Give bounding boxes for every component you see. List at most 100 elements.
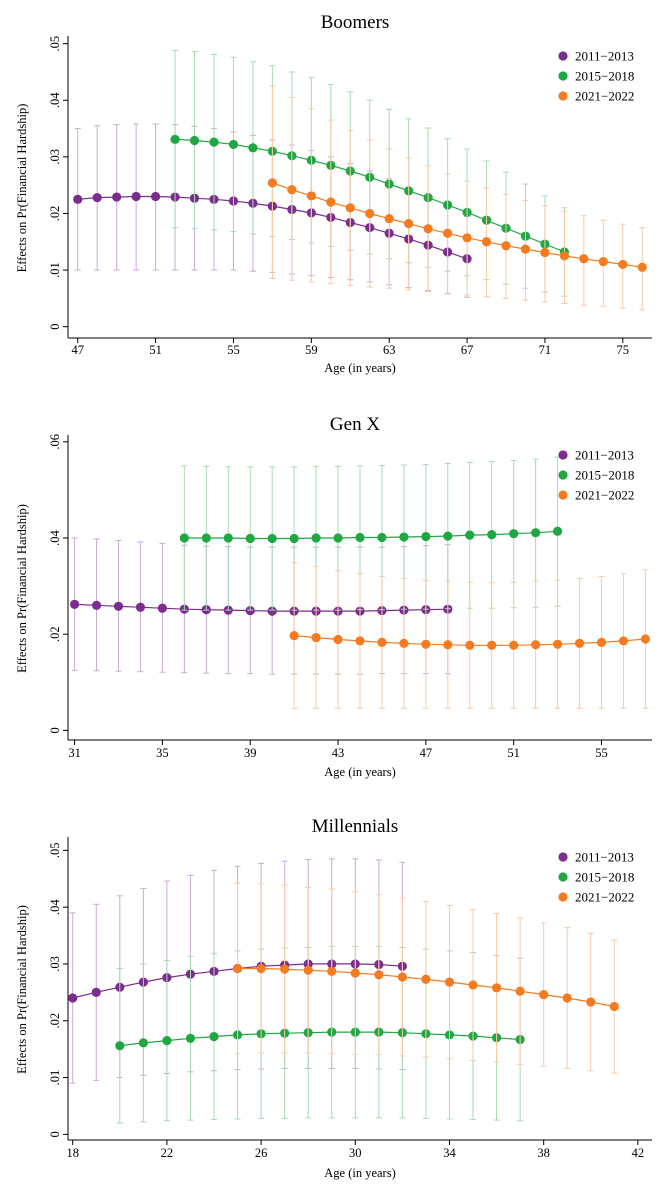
data-point <box>421 531 431 542</box>
data-point <box>112 192 122 202</box>
data-point <box>355 636 365 646</box>
y-tick-label: .01 <box>48 262 62 278</box>
data-point <box>303 965 313 975</box>
data-point <box>618 636 629 646</box>
series-group <box>232 882 619 1074</box>
x-tick-label: 47 <box>71 343 84 357</box>
data-point <box>289 631 299 641</box>
data-point <box>501 241 511 251</box>
x-tick-label: 75 <box>617 343 630 357</box>
data-point <box>487 530 497 540</box>
data-point <box>256 963 266 974</box>
data-point <box>68 993 78 1003</box>
data-point <box>462 233 472 243</box>
data-point <box>404 219 414 229</box>
chart-panel: Boomers 0 .01 .02 .03 .04 .05 47 51 55 59 63 67 71 75 A… <box>15 12 652 375</box>
legend-marker <box>558 852 568 862</box>
data-point <box>170 134 180 144</box>
chart-panel: Millennials 0 .01 .02 .03 .04 .05 18 22 26 30 34 38 4… <box>15 816 652 1180</box>
y-tick-label: .04 <box>48 529 62 545</box>
x-tick-label: 22 <box>161 1146 174 1160</box>
data-point <box>540 247 550 258</box>
x-tick-label: 43 <box>332 746 345 760</box>
x-tick-label: 51 <box>507 746 520 760</box>
data-point <box>69 599 80 609</box>
data-point <box>491 983 502 993</box>
data-point <box>609 1001 619 1012</box>
legend-label: 2011−2013 <box>575 49 634 64</box>
data-point <box>326 197 336 207</box>
data-point <box>586 997 596 1007</box>
data-point <box>131 191 141 202</box>
data-point <box>179 533 189 543</box>
legend-label: 2021−2022 <box>575 890 634 905</box>
y-axis-label: Effects on Pr(Financial Hardship) <box>15 504 29 673</box>
data-point <box>531 640 541 650</box>
x-tick-label: 55 <box>595 746 608 760</box>
data-point <box>345 203 355 213</box>
series-group <box>289 562 651 710</box>
data-point <box>185 1033 196 1043</box>
x-tick-label: 42 <box>632 1146 645 1160</box>
chart-title: Boomers <box>321 12 390 33</box>
x-axis-label: Age (in years) <box>324 765 396 779</box>
data-point <box>539 990 549 1000</box>
data-point <box>640 634 651 644</box>
y-tick-label: 0 <box>48 324 62 330</box>
x-tick-label: 35 <box>156 746 169 760</box>
x-tick-label: 26 <box>255 1146 268 1160</box>
data-point <box>618 259 628 270</box>
legend-marker <box>558 91 568 101</box>
y-tick-label: .02 <box>48 206 62 222</box>
data-point <box>421 974 431 984</box>
data-point <box>201 533 211 543</box>
legend-label: 2015−2018 <box>575 69 634 84</box>
data-point <box>552 639 563 649</box>
data-point <box>189 135 200 146</box>
data-point <box>306 191 316 201</box>
data-point <box>559 251 570 261</box>
data-point <box>399 638 409 648</box>
y-tick-label: .03 <box>48 956 62 972</box>
series-group <box>179 456 563 611</box>
data-point <box>384 213 394 224</box>
data-point <box>598 256 608 267</box>
legend-label: 2011−2013 <box>575 448 634 463</box>
data-point <box>92 193 102 203</box>
data-point <box>333 634 343 645</box>
y-tick-label: .01 <box>48 1070 62 1086</box>
data-point <box>468 980 478 990</box>
data-point <box>509 640 519 650</box>
y-tick-label: .05 <box>48 36 62 52</box>
x-tick-label: 47 <box>420 746 433 760</box>
data-point <box>267 606 277 616</box>
data-point <box>377 532 387 543</box>
y-tick-label: 0 <box>48 727 62 733</box>
chart-title: Gen X <box>330 414 380 435</box>
x-tick-label: 18 <box>66 1146 79 1160</box>
data-point <box>91 987 101 997</box>
data-point <box>209 1032 219 1042</box>
data-point <box>509 529 519 539</box>
data-point <box>311 533 321 543</box>
data-point <box>228 139 239 150</box>
data-point <box>465 530 475 540</box>
legend-marker <box>558 872 568 882</box>
data-point <box>443 531 453 541</box>
x-axis-label: Age (in years) <box>324 361 396 375</box>
data-point <box>374 970 384 980</box>
data-point <box>245 533 255 544</box>
data-point <box>333 533 343 543</box>
data-point <box>552 526 563 536</box>
data-point <box>73 194 83 204</box>
y-tick-label: .04 <box>48 92 62 108</box>
data-point <box>562 993 572 1003</box>
legend-label: 2015−2018 <box>575 870 634 885</box>
chart-panel: Gen X 0 .02 .04 .06 31 35 39 43 47 51 55 Age (in yea… <box>15 414 652 779</box>
legend-marker <box>558 892 568 902</box>
data-point <box>399 532 409 542</box>
data-point <box>267 533 277 544</box>
data-point <box>91 600 102 610</box>
legend-label: 2021−2022 <box>575 488 634 503</box>
